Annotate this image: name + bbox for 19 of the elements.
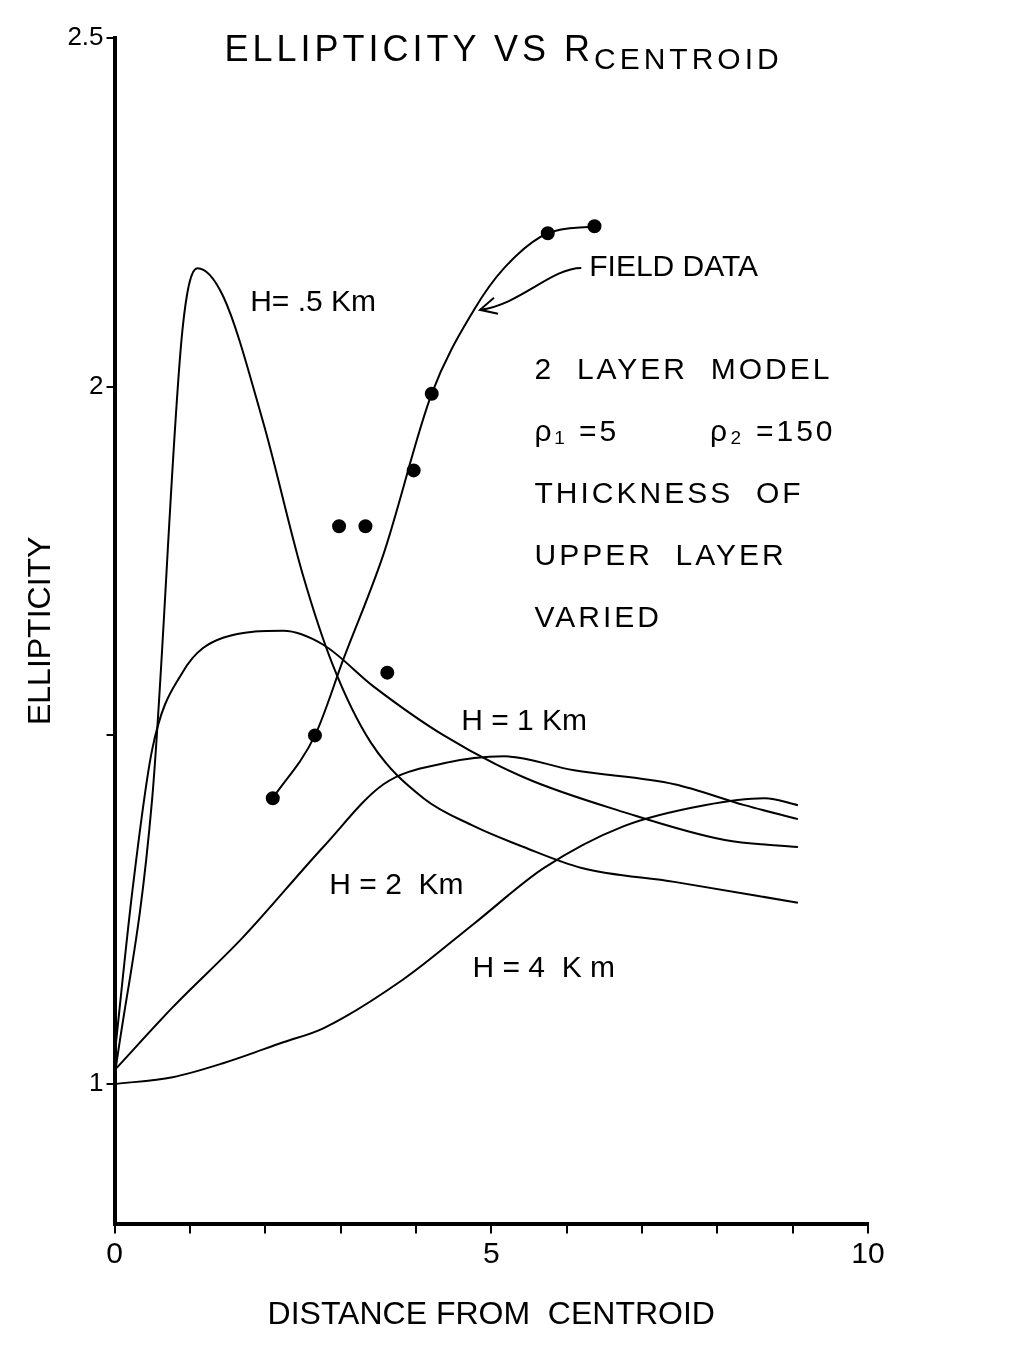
annotation: 2 LAYER MODEL	[534, 351, 834, 387]
series-label: H= .5 Km	[250, 284, 377, 318]
chart-title: ELLIPTICITY VS R$_{CENTROID}$	[224, 28, 783, 77]
series-label: H = 4 K m	[472, 950, 615, 984]
x-axis-title: DISTANCE FROM CENTROID	[267, 1294, 715, 1331]
annotation: UPPER LAYER	[534, 537, 788, 573]
series-label: H = 1 Km	[461, 702, 588, 736]
annotation: ρ₁ =5 ρ₂ =150	[534, 413, 836, 449]
y-tick-label: 2.5	[67, 21, 104, 52]
x-tick-label: 10	[851, 1235, 885, 1269]
annotation: VARIED	[534, 599, 663, 635]
y-tick-label: 2	[89, 369, 104, 400]
series-label: H = 2 Km	[329, 866, 464, 900]
x-tick-label: 0	[106, 1235, 123, 1269]
y-tick-label: 1	[89, 1067, 104, 1098]
x-tick-label: 5	[482, 1235, 500, 1269]
annotation: THICKNESS OF	[534, 475, 805, 511]
y-axis-title: ELLIPTICITY	[21, 536, 58, 726]
series-label: FIELD DATA	[589, 249, 759, 283]
